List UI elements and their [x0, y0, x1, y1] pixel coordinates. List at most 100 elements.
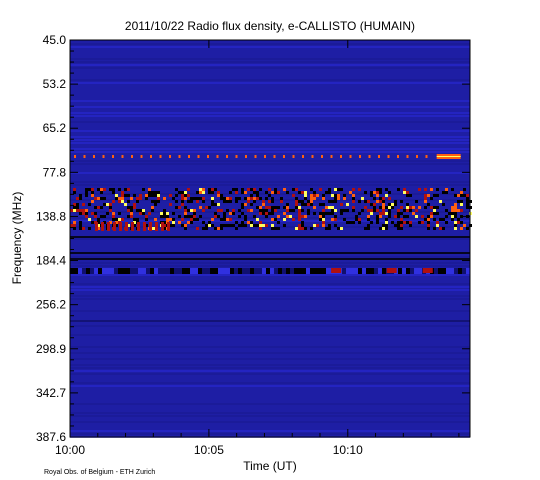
- background-striation: [70, 412, 470, 414]
- rfi-cell: [256, 197, 259, 200]
- rfi-cell: [379, 200, 382, 203]
- rfi-cell: [193, 197, 196, 200]
- rfi-cell: [148, 194, 151, 197]
- background-striation: [70, 112, 470, 114]
- dark-line: [70, 236, 470, 238]
- rfi-cell: [262, 200, 265, 203]
- rfi-cell: [253, 191, 256, 194]
- rfi-cell: [79, 227, 82, 230]
- absorption-cell: [138, 268, 142, 274]
- rfi-cell: [385, 206, 388, 209]
- rfi-cell: [79, 221, 82, 224]
- rfi-cell: [187, 215, 190, 218]
- rfi-cell: [211, 197, 214, 200]
- rfi-cell: [202, 191, 205, 194]
- interference-dot: [226, 155, 228, 158]
- rfi-cell: [202, 209, 205, 212]
- rfi-cell: [313, 224, 316, 227]
- rfi-cell: [187, 200, 190, 203]
- rfi-cell: [106, 203, 109, 206]
- rfi-cell: [421, 215, 424, 218]
- rfi-cell: [409, 206, 412, 209]
- rfi-cell: [316, 194, 319, 197]
- rfi-cell: [211, 203, 214, 206]
- rfi-cell: [229, 224, 232, 227]
- rfi-cell: [265, 215, 268, 218]
- rfi-cell: [325, 191, 328, 194]
- rfi-cell: [286, 203, 289, 206]
- rfi-cell: [370, 221, 373, 224]
- rfi-cell: [466, 206, 469, 209]
- rfi-streak: [167, 222, 170, 231]
- rfi-cell: [181, 194, 184, 197]
- rfi-cell: [259, 209, 262, 212]
- interference-dot: [83, 155, 86, 158]
- rfi-cell: [352, 194, 355, 197]
- rfi-cell: [94, 197, 97, 200]
- rfi-cell: [115, 194, 118, 197]
- rfi-cell: [268, 188, 271, 191]
- rfi-cell: [376, 188, 379, 191]
- absorption-cell: [358, 268, 362, 274]
- rfi-cell: [283, 206, 286, 209]
- background-striation: [70, 61, 470, 63]
- rfi-cell: [130, 206, 133, 209]
- background-striation: [70, 130, 470, 132]
- rfi-cell: [397, 209, 400, 212]
- rfi-cell: [295, 188, 298, 191]
- rfi-cell: [229, 200, 232, 203]
- y-tick-label: 184.4: [36, 254, 66, 268]
- rfi-cell: [385, 227, 388, 230]
- rfi-cell: [205, 224, 208, 227]
- rfi-cell: [199, 206, 202, 209]
- absorption-cell: [242, 268, 246, 274]
- background-striation: [70, 160, 470, 162]
- rfi-cell: [403, 209, 406, 212]
- rfi-cell: [406, 194, 409, 197]
- rfi-cell: [106, 212, 109, 215]
- rfi-cell: [121, 191, 124, 194]
- absorption-cell: [446, 268, 450, 274]
- rfi-cell: [88, 188, 91, 191]
- rfi-cell: [400, 227, 403, 230]
- rfi-cell: [85, 212, 88, 215]
- rfi-cell: [295, 200, 298, 203]
- interference-dot: [264, 155, 266, 158]
- rfi-cell: [220, 224, 223, 227]
- rfi-cell: [250, 194, 253, 197]
- rfi-cell: [244, 203, 247, 206]
- rfi-cell: [163, 209, 166, 212]
- rfi-cell: [322, 197, 325, 200]
- background-striation: [70, 367, 470, 369]
- rfi-cell: [151, 200, 154, 203]
- rfi-cell: [154, 200, 157, 203]
- absorption-cell: [174, 268, 178, 274]
- rfi-cell: [379, 188, 382, 191]
- rfi-cell: [334, 194, 337, 197]
- background-striation: [70, 286, 470, 288]
- absorption-cell: [326, 268, 330, 274]
- rfi-cell: [283, 224, 286, 227]
- absorption-cell: [198, 268, 202, 274]
- rfi-cell: [196, 200, 199, 203]
- rfi-cell: [433, 227, 436, 230]
- rfi-streak: [131, 222, 134, 231]
- rfi-streak: [149, 222, 152, 231]
- rfi-cell: [103, 197, 106, 200]
- rfi-cell: [295, 197, 298, 200]
- rfi-cell: [289, 215, 292, 218]
- rfi-cell: [100, 191, 103, 194]
- rfi-cell: [79, 194, 82, 197]
- rfi-cell: [268, 194, 271, 197]
- y-axis-label: Frequency (MHz): [10, 192, 24, 285]
- rfi-cell: [265, 206, 268, 209]
- rfi-cell: [220, 218, 223, 221]
- absorption-cell: [90, 268, 94, 274]
- rfi-cell: [358, 212, 361, 215]
- rfi-cell: [352, 200, 355, 203]
- rfi-cell: [286, 206, 289, 209]
- rfi-cell: [301, 200, 304, 203]
- rfi-cell: [241, 191, 244, 194]
- rfi-cell: [265, 212, 268, 215]
- rfi-cell: [85, 209, 88, 212]
